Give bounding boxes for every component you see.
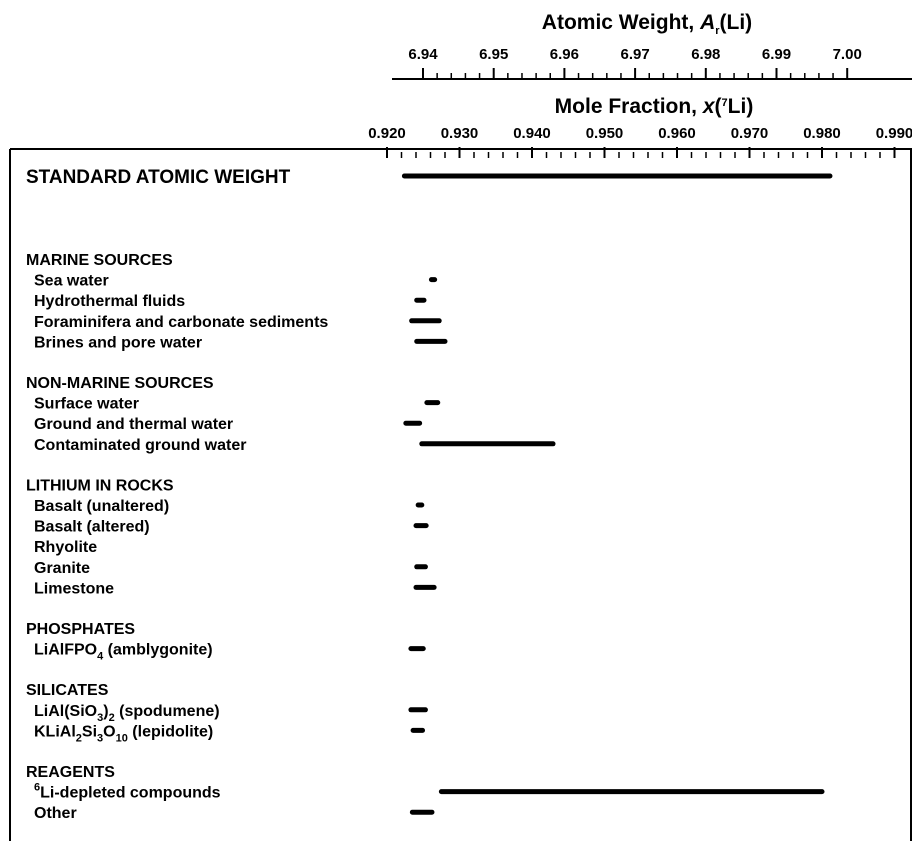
- row-label-part: KLiAl: [34, 723, 76, 740]
- row-label: Granite: [34, 560, 90, 577]
- row-label: Basalt (altered): [34, 519, 150, 536]
- row-label: LiAlFPO4 (amblygonite): [34, 642, 213, 663]
- row-label: Hydrothermal fluids: [34, 293, 185, 310]
- group-label: SILICATES: [26, 682, 109, 699]
- mole-axis-tick-label: 0.930: [441, 125, 479, 142]
- mole-axis-tick-label: 0.950: [586, 125, 624, 142]
- mole-axis-tick-label: 0.980: [803, 125, 841, 142]
- bottom-axis: Mole Fraction, x(7Li) 0.920 0.930 0.940 0.95…: [368, 95, 912, 158]
- row-label: Brines and pore water: [34, 334, 202, 351]
- row-label-part: (amblygonite): [103, 642, 212, 659]
- top-axis: Atomic Weight, Ar(Li) 6.94 6.95 6.96 6.97 6.9…: [392, 11, 912, 80]
- row-label: Other: [34, 805, 77, 822]
- row-label: Foraminifera and carbonate sediments: [34, 314, 328, 331]
- mole-axis-tick-label: 0.960: [658, 125, 696, 142]
- row-label: Surface water: [34, 396, 139, 413]
- row-label-part: 2: [109, 712, 115, 724]
- group-label: NON-MARINE SOURCES: [26, 375, 214, 392]
- group-label: PHOSPHATES: [26, 621, 135, 638]
- group-label: LITHIUM IN ROCKS: [26, 477, 174, 494]
- row-label-part: 4: [97, 651, 104, 663]
- mole-axis-tick-label: 0.990: [876, 125, 912, 142]
- top-axis-title: Atomic Weight, Ar(Li): [542, 11, 752, 37]
- top-axis-tick-label: 6.99: [762, 46, 791, 63]
- standard-atomic-weight-label: STANDARD ATOMIC WEIGHT: [26, 167, 291, 188]
- top-axis-tick-label: 7.00: [833, 46, 862, 63]
- plot-frame: [9, 148, 912, 841]
- row-label-part: LiAlFPO: [34, 642, 97, 659]
- row-label: Limestone: [34, 580, 114, 597]
- mole-axis-title-suffix: Li): [728, 95, 754, 118]
- row-label-part: Si: [82, 723, 97, 740]
- row-label: Ground and thermal water: [34, 416, 233, 433]
- row-label: KLiAl2Si3O10 (lepidolite): [34, 723, 213, 744]
- row-label: Contaminated ground water: [34, 437, 246, 454]
- row-label: Sea water: [34, 273, 109, 290]
- row-label: Basalt (unaltered): [34, 498, 169, 515]
- top-axis-tick-label: 6.98: [691, 46, 720, 63]
- top-axis-title-symbol: A: [699, 11, 715, 34]
- mole-axis-title-superscript: 7: [722, 97, 728, 109]
- row-label-part: 6: [34, 782, 40, 794]
- mole-axis-tick-label: 0.970: [731, 125, 769, 142]
- row-label-part: LiAl(SiO: [34, 703, 97, 720]
- top-axis-tick-label: 6.94: [408, 46, 438, 63]
- row-label: Rhyolite: [34, 539, 97, 556]
- top-axis-title-prefix: Atomic Weight,: [542, 11, 700, 34]
- row-label-part: ): [103, 703, 108, 720]
- mole-axis-title-symbol: x: [702, 95, 716, 118]
- row-label-part: 3: [97, 732, 103, 744]
- row-label-part: O: [103, 723, 115, 740]
- row-label-part: (spodumene): [115, 703, 220, 720]
- mole-axis-tick-label: 0.940: [513, 125, 551, 142]
- row-label-part: 3: [97, 712, 103, 724]
- row-label: 6Li-depleted compounds: [34, 782, 221, 802]
- top-axis-title-subscript: r: [715, 25, 720, 37]
- mole-axis-tick-label: 0.920: [368, 125, 406, 142]
- mole-axis-title-paren: (: [715, 95, 722, 118]
- mole-axis-title-prefix: Mole Fraction,: [555, 95, 703, 118]
- row-label: LiAl(SiO3)2 (spodumene): [34, 703, 220, 724]
- top-axis-tick-label: 6.97: [620, 46, 649, 63]
- top-axis-tick-label: 6.96: [550, 46, 579, 63]
- row-label-part: 2: [76, 732, 82, 744]
- row-label-part: 10: [116, 732, 128, 744]
- top-axis-title-suffix: (Li): [720, 11, 753, 34]
- row-label-part: (lepidolite): [128, 723, 213, 740]
- mole-axis-title: Mole Fraction, x(7Li): [555, 95, 754, 118]
- group-label: MARINE SOURCES: [26, 252, 173, 269]
- row-label-part: Li-depleted compounds: [40, 785, 221, 802]
- data-rows: STANDARD ATOMIC WEIGHT MARINE SOURCES Sea …: [26, 167, 833, 822]
- group-label: REAGENTS: [26, 764, 115, 781]
- top-axis-tick-label: 6.95: [479, 46, 508, 63]
